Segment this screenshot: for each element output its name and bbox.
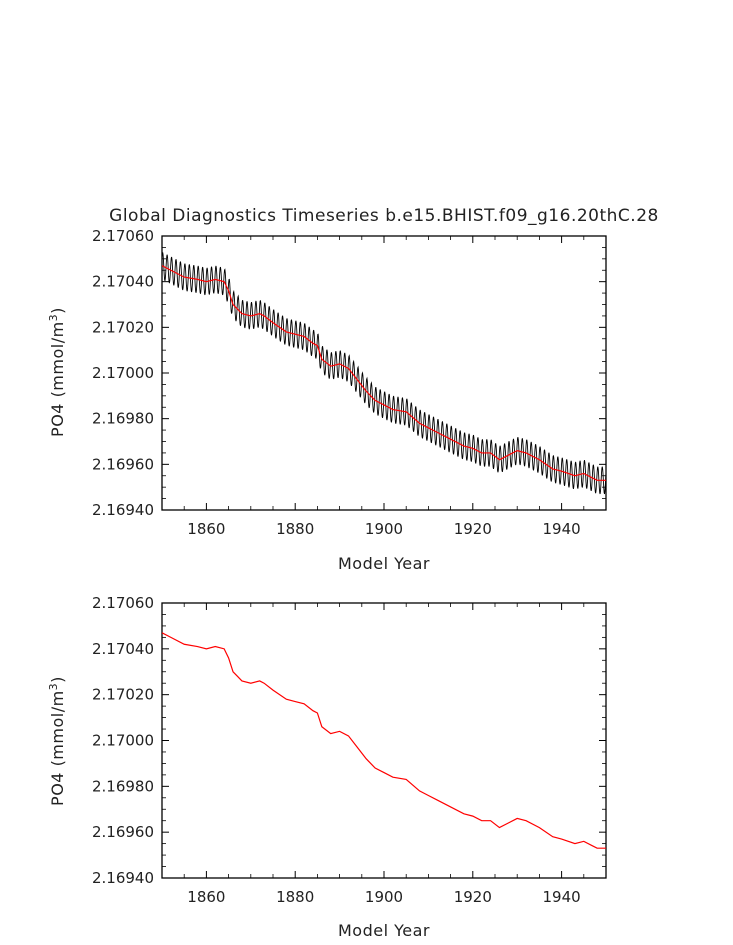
y-tick-label: 2.17040 (92, 640, 154, 658)
x-tick-label: 1900 (365, 520, 403, 538)
y-tick-label: 2.17020 (92, 686, 154, 704)
y-tick-label: 2.17040 (92, 273, 154, 291)
x-axis-label-bottom: Model Year (338, 921, 430, 940)
y-tick-label: 2.16940 (92, 501, 154, 519)
y-tick-label: 2.16960 (92, 823, 154, 841)
y-axis-label-bottom-exp: 3 (47, 683, 60, 691)
y-tick-label: 2.16980 (92, 777, 154, 795)
y-tick-label: 2.17000 (92, 364, 154, 382)
series-annual-mean-line (162, 265, 606, 481)
y-tick-label: 2.17020 (92, 318, 154, 336)
series-annual-mean-line (162, 632, 606, 849)
chart-panel-0: 2.16940 2.16960 2.16980 2.17000 2.17020 2.170… (92, 227, 607, 538)
x-tick-label: 1860 (187, 520, 225, 538)
chart-panel-1: 2.16940 2.16960 2.16980 2.17000 2.17020 2.170… (92, 594, 607, 906)
x-tick-label: 1940 (543, 888, 581, 906)
y-axis-label-top-tail: ) (48, 307, 67, 314)
y-tick-label: 2.17060 (92, 594, 154, 612)
y-tick-label: 2.16960 (92, 455, 154, 473)
x-tick-label: 1900 (365, 888, 403, 906)
x-tick-label: 1880 (276, 520, 314, 538)
y-axis-label-top: PO4 (mmol/m3) (47, 307, 68, 437)
y-axis-label-bottom: PO4 (mmol/m3) (47, 676, 68, 806)
y-tick-label: 2.16940 (92, 869, 154, 887)
chart-title: Global Diagnostics Timeseries b.e15.BHIS… (109, 206, 659, 226)
x-tick-label: 1920 (454, 888, 492, 906)
plot-frame (161, 235, 607, 511)
plot-frame (161, 602, 607, 879)
y-tick-label: 2.16980 (92, 410, 154, 428)
x-tick-label: 1940 (543, 520, 581, 538)
y-tick-label: 2.17000 (92, 732, 154, 750)
y-tick-label: 2.17060 (92, 227, 154, 245)
y-axis-label-top-base: PO4 (mmol/m (48, 321, 67, 437)
series-monthly-line (162, 252, 606, 495)
x-tick-label: 1880 (276, 888, 314, 906)
x-axis-label-top: Model Year (338, 554, 430, 573)
y-axis-label-top-exp: 3 (47, 314, 60, 322)
y-axis-label-bottom-tail: ) (48, 676, 67, 683)
x-tick-label: 1920 (454, 520, 492, 538)
y-axis-label-bottom-base: PO4 (mmol/m (48, 690, 67, 806)
x-tick-label: 1860 (187, 888, 225, 906)
